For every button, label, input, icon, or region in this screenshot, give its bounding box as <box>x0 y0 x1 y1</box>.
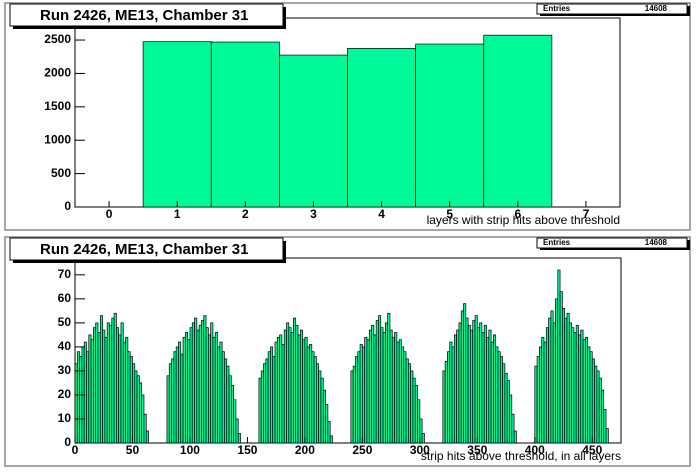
x-tick-label: 0 <box>72 443 79 457</box>
stats-box <box>536 237 688 249</box>
bar <box>327 421 331 444</box>
x-tick-label: 200 <box>295 443 315 457</box>
y-tick-label: 1000 <box>44 132 71 146</box>
chart-title: Run 2426, ME13, Chamber 31 <box>40 241 248 258</box>
stats-value: 14608 <box>645 238 668 247</box>
bar <box>421 433 425 444</box>
y-tick-label: 50 <box>58 315 72 329</box>
y-tick-label: 1500 <box>44 99 71 113</box>
x-tick-label: 0 <box>106 207 113 221</box>
x-tick-label: 100 <box>180 443 200 457</box>
x-tick-label: 4 <box>378 207 385 221</box>
pad: 0 10 20 30 40 50 60 70 0 50 100 150 200 250 300 350 400 4… <box>4 236 691 467</box>
bar <box>145 430 149 444</box>
y-tick-label: 10 <box>58 411 72 425</box>
x-axis-label: layers with strip hits above threshold <box>427 213 620 227</box>
y-tick-label: 20 <box>58 387 72 401</box>
x-tick-label: 150 <box>237 443 257 457</box>
bar <box>210 41 280 208</box>
x-tick-label: 6 <box>514 207 521 221</box>
bar <box>483 34 553 208</box>
y-tick-label: 30 <box>58 363 72 377</box>
x-tick-label: 1 <box>174 207 181 221</box>
bar <box>279 54 348 208</box>
stats-label: Entries <box>543 4 571 13</box>
y-tick-label: 70 <box>58 267 72 281</box>
y-tick-label: 500 <box>51 166 71 180</box>
bar <box>603 409 607 444</box>
x-tick-label: 7 <box>583 207 590 221</box>
stats-box <box>536 3 688 15</box>
bar <box>605 428 609 444</box>
x-tick-label: 350 <box>467 443 487 457</box>
bar <box>329 435 333 444</box>
stats-label: Entries <box>543 238 571 247</box>
x-tick-label: 400 <box>525 443 545 457</box>
bar <box>513 430 517 444</box>
bar <box>143 413 147 444</box>
y-tick-label: 60 <box>58 291 72 305</box>
y-tick-label: 0 <box>64 435 71 449</box>
y-tick-label: 0 <box>64 199 71 213</box>
title-box <box>9 237 284 261</box>
title-box <box>9 3 284 27</box>
bar <box>237 433 241 444</box>
bar <box>419 418 423 444</box>
bar <box>415 43 485 208</box>
bar <box>235 418 239 444</box>
bar <box>511 413 515 444</box>
stats-value: 14608 <box>645 4 668 13</box>
x-axis-label: strip hits above threshold, in all layer… <box>421 449 621 463</box>
x-tick-label: 3 <box>310 207 317 221</box>
x-tick-label: 50 <box>126 443 140 457</box>
x-tick-label: 2 <box>242 207 249 221</box>
x-tick-label: 250 <box>352 443 372 457</box>
x-tick-label: 450 <box>582 443 602 457</box>
x-tick-label: 300 <box>410 443 430 457</box>
y-tick-label: 40 <box>58 339 72 353</box>
x-tick-label: 5 <box>446 207 453 221</box>
plot-frame <box>74 257 622 444</box>
bar <box>142 41 212 208</box>
bar <box>347 48 416 208</box>
chart-title: Run 2426, ME13, Chamber 31 <box>40 7 248 24</box>
y-tick-label: 2500 <box>44 32 71 46</box>
y-tick-label: 2000 <box>44 66 71 80</box>
